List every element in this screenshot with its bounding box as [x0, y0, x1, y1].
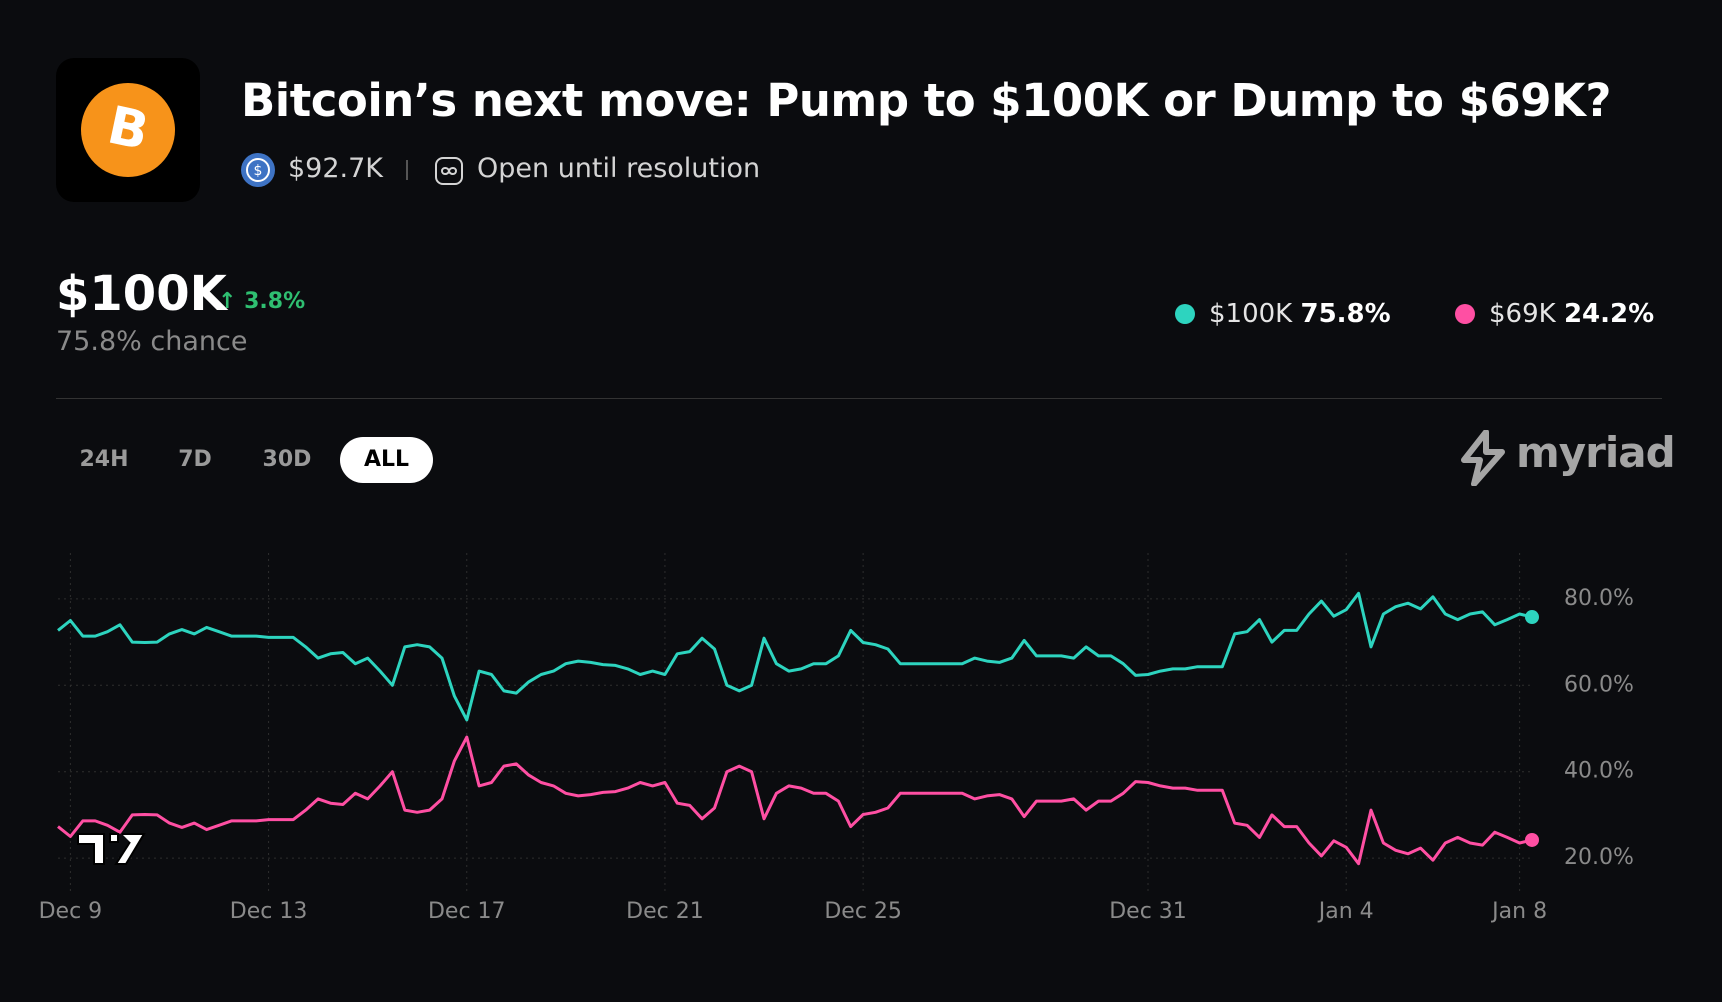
status: Open until resolution	[477, 153, 761, 184]
svg-text:$: $	[254, 163, 263, 179]
series-line	[57, 591, 1533, 722]
range-button[interactable]: 30D	[262, 447, 312, 472]
brand-icon	[1461, 430, 1505, 486]
y-tick-label: 60.0%	[1564, 672, 1634, 697]
series-line	[57, 735, 1533, 866]
range-button[interactable]: 7D	[178, 447, 212, 472]
brand: myriad	[1516, 428, 1676, 477]
legend-item: $100K 75.8%	[1175, 299, 1391, 329]
end-point	[1525, 832, 1539, 847]
x-tick-label: Dec 9	[39, 899, 103, 924]
separator	[406, 160, 408, 180]
end-point	[1525, 610, 1539, 625]
legend-value: 75.8%	[1300, 299, 1391, 329]
legend-name: $69K	[1489, 299, 1556, 329]
y-tick-label: 80.0%	[1564, 586, 1634, 611]
x-tick-label: Dec 13	[230, 899, 308, 924]
x-tick-label: Dec 31	[1109, 899, 1187, 924]
legend-dot	[1455, 304, 1475, 324]
x-tick-label: Dec 21	[626, 899, 704, 924]
y-tick-label: 40.0%	[1564, 759, 1634, 784]
status-icon	[435, 157, 463, 185]
coin-icon: B	[56, 58, 200, 202]
outcome-chance: 75.8% chance	[56, 326, 247, 357]
market-title: Bitcoin’s next move: Pump to $100K or Du…	[241, 74, 1612, 127]
outcome-change: ↑ 3.8%	[218, 289, 306, 314]
y-tick-label: 20.0%	[1564, 845, 1634, 870]
chance-text: chance	[150, 326, 248, 357]
tradingview-logo	[77, 833, 146, 865]
bitcoin-logo: B	[81, 83, 175, 177]
legend-value: 24.2%	[1563, 299, 1655, 329]
change-value: 3.8%	[244, 289, 306, 314]
x-tick-label: Dec 25	[824, 899, 902, 924]
volume: $92.7K	[288, 153, 384, 184]
outcome-name: $100K	[56, 266, 227, 322]
legend-item: $69K 24.2%	[1455, 299, 1654, 329]
legend-name: $100K	[1209, 299, 1293, 329]
usdc-icon: $	[241, 153, 275, 187]
divider	[56, 398, 1662, 399]
range-button-active[interactable]: ALL	[340, 437, 433, 483]
x-tick-label: Dec 17	[428, 899, 506, 924]
range-button[interactable]: 24H	[79, 447, 129, 472]
chance-value: 75.8%	[56, 326, 142, 357]
x-tick-label: Jan 8	[1490, 899, 1547, 924]
chart: 20.0% 40.0% 60.0% 80.0% Dec 9 Dec 13 Dec 17 Dec…	[39, 553, 1634, 924]
legend-dot	[1175, 304, 1195, 324]
x-tick-label: Jan 4	[1317, 899, 1374, 924]
